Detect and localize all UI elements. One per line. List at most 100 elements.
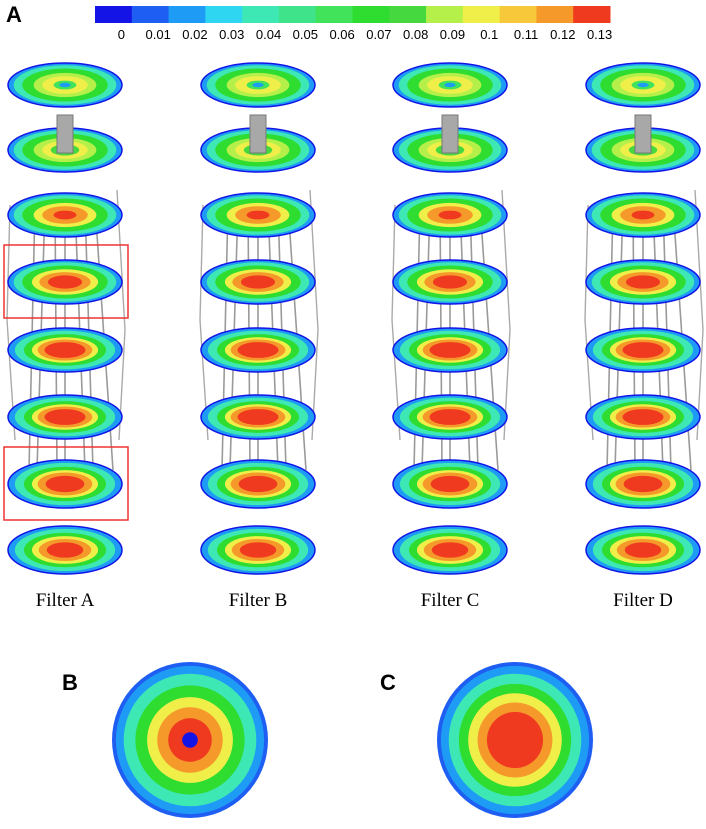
disk-edge: [392, 394, 508, 440]
contour: [53, 210, 77, 220]
disk-edge: [7, 192, 123, 238]
disk-edge: [200, 327, 316, 373]
contour: [59, 279, 71, 285]
panel-label: B: [62, 670, 78, 695]
colorbar-tick-label: 0.11: [514, 27, 538, 42]
contour: [237, 342, 279, 358]
contour: [237, 409, 279, 425]
disk-edge: [200, 525, 316, 575]
contour: [239, 542, 277, 558]
disk-edge: [7, 259, 123, 305]
colorbar-segment: [95, 6, 133, 23]
disk-edge: [7, 525, 123, 575]
colorbar-tick-label: 0.09: [440, 27, 465, 42]
contour: [631, 210, 655, 220]
frame: [116, 189, 126, 441]
disk-edge: [200, 62, 316, 108]
disk-edge: [392, 259, 508, 305]
contour: [182, 732, 198, 748]
disk-edge: [585, 62, 701, 108]
disk-edge: [585, 525, 701, 575]
colorbar-segment: [462, 6, 501, 23]
colorbar-segment: [242, 6, 280, 23]
contour: [46, 542, 84, 558]
contour: [444, 82, 456, 88]
contour: [429, 342, 471, 358]
contour: [486, 711, 544, 769]
contour: [637, 82, 649, 88]
contour: [44, 342, 86, 358]
colorbar-segment: [573, 6, 611, 23]
colorbar-segment: [131, 6, 170, 23]
frame: [584, 204, 594, 441]
disk-edge: [585, 327, 701, 373]
frame: [694, 189, 704, 441]
colorbar: 0 0.01 0.02 0.03 0.04 0.05 0.06 0.07 0.08 0.09 0.1…: [95, 6, 612, 42]
colorbar-segment: [389, 6, 427, 23]
filter-label: Filter C: [421, 590, 480, 611]
colorbar-tick-label: 0.05: [293, 27, 318, 42]
contour: [252, 82, 264, 88]
cylinder: [249, 114, 267, 154]
disks: Filter A Filter B Filter C Filter D: [6, 62, 704, 818]
contour: [623, 475, 663, 493]
colorbar-tick-label: 0.1: [480, 27, 498, 42]
frame: [501, 189, 511, 441]
contour: [59, 82, 71, 88]
filter-label: Filter A: [36, 590, 95, 611]
colorbar-segment: [426, 6, 464, 23]
disk-edge: [392, 192, 508, 238]
cylinder: [56, 114, 74, 154]
panel-label: A: [6, 2, 22, 27]
colorbar-tick-label: 0.13: [587, 27, 612, 42]
contour: [238, 475, 278, 493]
disk-edge: [392, 525, 508, 575]
panel-label: C: [380, 670, 396, 695]
disk-edge: [585, 459, 701, 509]
colorbar-tick-label: 0.06: [329, 27, 354, 42]
contour: [429, 409, 471, 425]
cylinder: [441, 114, 459, 154]
contour: [624, 542, 662, 558]
disk-edge: [7, 327, 123, 373]
disk-edge: [200, 192, 316, 238]
colorbar-segment: [315, 6, 353, 23]
disk-edge: [7, 62, 123, 108]
contour: [438, 210, 462, 220]
disk-edge: [7, 394, 123, 440]
colorbar-segment: [205, 6, 243, 23]
colorbar-tick-label: 0.02: [182, 27, 207, 42]
disk-edge: [200, 394, 316, 440]
highlight-box: [3, 244, 129, 319]
frame: [199, 204, 209, 441]
disk-edge: [392, 327, 508, 373]
disk-edge: [585, 259, 701, 305]
colorbar-tick-label: 0.01: [146, 27, 171, 42]
cylinder: [634, 114, 652, 154]
colorbar-tick-label: 0.08: [403, 27, 428, 42]
disk-edge: [392, 62, 508, 108]
colorbar-segment: [536, 6, 574, 23]
filter-label: Filter D: [613, 590, 673, 611]
contour: [637, 279, 649, 285]
disk-edge: [200, 459, 316, 509]
contour: [431, 542, 469, 558]
colorbar-segment: [499, 6, 537, 23]
contour: [622, 409, 664, 425]
contour: [622, 342, 664, 358]
contour: [252, 279, 264, 285]
contour: [430, 475, 470, 493]
contour: [444, 279, 456, 285]
filter-label: Filter B: [229, 590, 288, 611]
colorbar-tick-label: 0.04: [256, 27, 281, 42]
colorbar-tick-label: 0: [118, 27, 125, 42]
disk-edge: [585, 394, 701, 440]
colorbar-segment: [168, 6, 206, 23]
colorbar-segment: [278, 6, 317, 23]
frame: [391, 204, 401, 441]
colorbar-segment: [352, 6, 390, 23]
contour: [246, 210, 270, 220]
disk-edge: [392, 459, 508, 509]
disk-edge: [585, 192, 701, 238]
